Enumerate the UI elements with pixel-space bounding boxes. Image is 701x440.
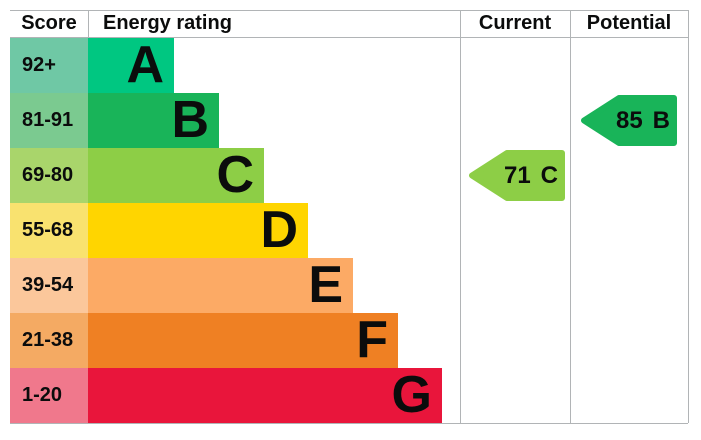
header-current: Current <box>478 12 552 34</box>
band-row-d: 55-68 D <box>10 203 690 258</box>
band-row-a: 92+ A <box>10 38 690 93</box>
band-bar-a: A <box>88 38 174 93</box>
band-bar-e: E <box>88 258 353 313</box>
current-band: C <box>540 161 559 189</box>
band-bar-c: C <box>88 148 264 203</box>
left-arrow-icon <box>469 150 565 201</box>
band-row-f: 21-38 F <box>10 313 690 368</box>
header-potential: Potential <box>586 12 672 34</box>
potential-score: 85 <box>615 106 643 134</box>
potential-rating-marker: 85 B <box>580 95 678 146</box>
score-range-b: 81-91 <box>10 93 88 148</box>
score-range-e: 39-54 <box>10 258 88 313</box>
potential-rating-label: 85 B <box>580 95 678 146</box>
band-bar-f: F <box>88 313 398 368</box>
table-right-border <box>688 10 689 423</box>
potential-band: B <box>652 106 671 134</box>
table-bottom-border <box>10 423 688 424</box>
band-row-b: 81-91 B <box>10 93 690 148</box>
band-row-c: 69-80 C <box>10 148 690 203</box>
table-top-border <box>10 10 688 11</box>
current-column-divider <box>460 10 461 423</box>
header-bottom-border <box>10 37 688 38</box>
score-range-g: 1-20 <box>10 368 88 423</box>
score-range-c: 69-80 <box>10 148 88 203</box>
score-range-a: 92+ <box>10 38 88 93</box>
current-rating-label: 71 C <box>468 150 566 201</box>
band-row-e: 39-54 E <box>10 258 690 313</box>
band-bar-g: G <box>88 368 442 423</box>
band-bar-b: B <box>88 93 219 148</box>
score-range-d: 55-68 <box>10 203 88 258</box>
band-row-g: 1-20 G <box>10 368 690 423</box>
score-column-divider <box>88 10 89 37</box>
current-score: 71 <box>503 161 531 189</box>
potential-column-divider <box>570 10 571 423</box>
header-energy-rating: Energy rating <box>103 12 232 34</box>
left-arrow-icon <box>581 95 677 146</box>
band-bar-d: D <box>88 203 308 258</box>
current-rating-marker: 71 C <box>468 150 566 201</box>
score-range-f: 21-38 <box>10 313 88 368</box>
header-score: Score <box>21 12 77 34</box>
